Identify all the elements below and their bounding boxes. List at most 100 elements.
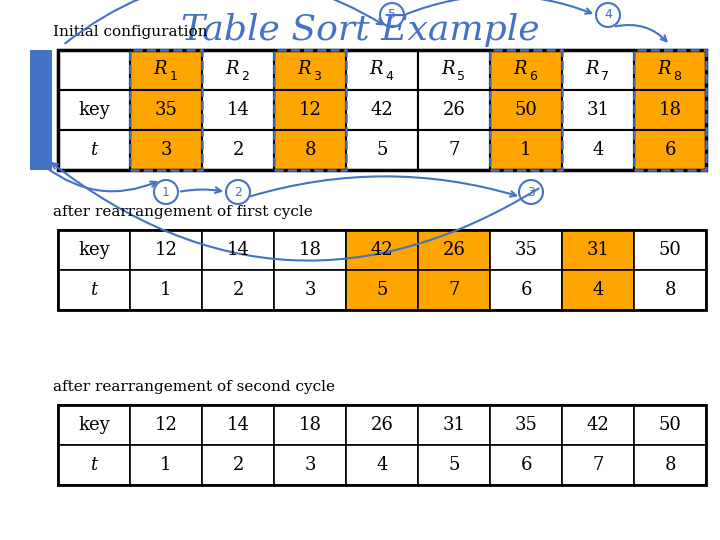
Text: R: R xyxy=(441,60,455,78)
Text: 4: 4 xyxy=(593,281,603,299)
Text: R: R xyxy=(513,60,527,78)
Text: 35: 35 xyxy=(515,416,537,434)
Bar xyxy=(130,90,202,130)
Text: 50: 50 xyxy=(659,241,681,259)
Bar xyxy=(418,90,490,130)
Bar xyxy=(490,405,562,445)
Text: 2: 2 xyxy=(233,281,243,299)
Text: R: R xyxy=(225,60,239,78)
Bar xyxy=(634,445,706,485)
Bar xyxy=(562,445,634,485)
Text: 26: 26 xyxy=(371,416,393,434)
Bar xyxy=(202,90,274,130)
Bar xyxy=(634,50,706,170)
Text: 6: 6 xyxy=(529,70,537,83)
Bar xyxy=(418,50,490,90)
Text: 3: 3 xyxy=(313,70,321,83)
Bar xyxy=(202,270,274,310)
Text: R: R xyxy=(153,60,167,78)
Bar xyxy=(58,270,130,310)
Text: 8: 8 xyxy=(665,456,676,474)
Bar xyxy=(202,130,274,170)
Bar xyxy=(58,50,130,90)
Text: 1: 1 xyxy=(162,186,170,199)
Bar xyxy=(130,270,202,310)
Bar xyxy=(346,270,418,310)
Bar xyxy=(130,50,202,90)
Text: 3: 3 xyxy=(305,456,316,474)
Text: R: R xyxy=(297,60,311,78)
Text: 26: 26 xyxy=(443,241,465,259)
Bar xyxy=(490,270,562,310)
Bar xyxy=(274,230,346,270)
Text: 18: 18 xyxy=(299,241,322,259)
Text: 12: 12 xyxy=(155,416,177,434)
Bar xyxy=(202,230,274,270)
Bar xyxy=(58,230,130,270)
Text: Initial configuration: Initial configuration xyxy=(53,25,207,39)
Text: 18: 18 xyxy=(659,101,682,119)
Text: R: R xyxy=(657,60,671,78)
Text: 18: 18 xyxy=(299,416,322,434)
Text: 4: 4 xyxy=(593,141,603,159)
Text: 26: 26 xyxy=(443,101,465,119)
Bar xyxy=(346,90,418,130)
Text: 50: 50 xyxy=(515,101,537,119)
Bar xyxy=(58,50,706,170)
Bar xyxy=(202,50,274,90)
Text: 3: 3 xyxy=(161,141,172,159)
Text: 2: 2 xyxy=(233,456,243,474)
Text: 42: 42 xyxy=(587,416,609,434)
Text: key: key xyxy=(78,101,110,119)
Text: 1: 1 xyxy=(161,456,172,474)
Bar xyxy=(274,50,346,170)
Bar xyxy=(346,130,418,170)
Bar xyxy=(130,405,202,445)
Text: 31: 31 xyxy=(587,101,610,119)
Bar xyxy=(634,90,706,130)
Text: after rearrangement of second cycle: after rearrangement of second cycle xyxy=(53,380,335,394)
Bar xyxy=(634,270,706,310)
Bar xyxy=(418,405,490,445)
Text: 12: 12 xyxy=(299,101,321,119)
Bar xyxy=(274,50,346,90)
Text: 7: 7 xyxy=(601,70,609,83)
Text: 2: 2 xyxy=(234,186,242,199)
Bar xyxy=(346,50,418,90)
Text: 35: 35 xyxy=(155,101,177,119)
Bar xyxy=(58,405,706,485)
Text: 42: 42 xyxy=(371,101,393,119)
Text: 31: 31 xyxy=(443,416,466,434)
Bar xyxy=(30,50,52,170)
Bar xyxy=(490,90,562,130)
Text: 7: 7 xyxy=(593,456,603,474)
Text: 5: 5 xyxy=(388,9,396,22)
Text: Table Sort Example: Table Sort Example xyxy=(181,13,539,47)
Text: 2: 2 xyxy=(233,141,243,159)
Bar xyxy=(562,90,634,130)
Text: 35: 35 xyxy=(515,241,537,259)
Text: t: t xyxy=(91,141,98,159)
Bar xyxy=(274,405,346,445)
Text: 1: 1 xyxy=(169,70,177,83)
Bar xyxy=(130,230,202,270)
Bar xyxy=(418,230,490,270)
Text: 4: 4 xyxy=(377,456,387,474)
Bar xyxy=(418,445,490,485)
Text: 3: 3 xyxy=(305,281,316,299)
Bar xyxy=(274,445,346,485)
Bar xyxy=(562,230,634,270)
Bar xyxy=(418,270,490,310)
Text: 8: 8 xyxy=(305,141,316,159)
Bar xyxy=(490,130,562,170)
Text: 5: 5 xyxy=(377,281,387,299)
Text: after rearrangement of first cycle: after rearrangement of first cycle xyxy=(53,205,312,219)
Bar xyxy=(130,50,202,170)
Bar xyxy=(490,445,562,485)
Bar xyxy=(490,50,562,90)
Bar xyxy=(562,270,634,310)
Text: 4: 4 xyxy=(385,70,393,83)
Bar xyxy=(58,130,130,170)
Bar xyxy=(346,405,418,445)
Bar xyxy=(58,230,706,310)
